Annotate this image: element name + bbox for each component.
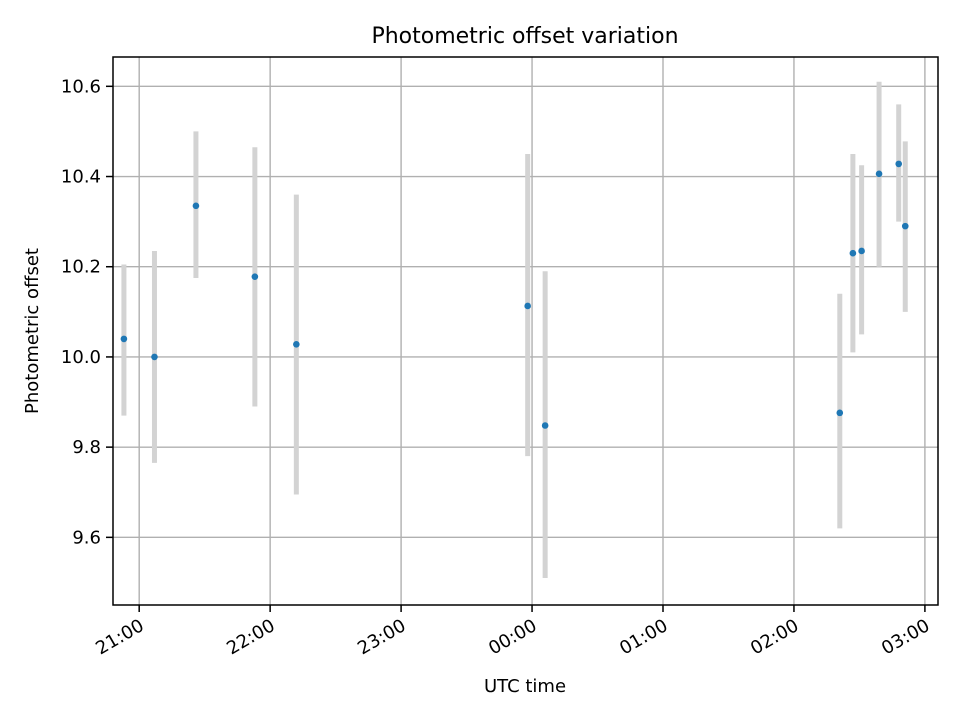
- plot-frame: [112, 56, 939, 606]
- data-point: [524, 302, 531, 310]
- data-point: [151, 353, 158, 361]
- y-tick-label: 10.0: [61, 347, 101, 368]
- y-tick-label: 10.6: [61, 76, 101, 97]
- data-point: [875, 170, 883, 178]
- data-point: [251, 273, 259, 280]
- data-point: [836, 409, 844, 417]
- y-tick-label: 10.4: [61, 167, 101, 188]
- x-axis-label: UTC time: [484, 676, 566, 697]
- data-point: [858, 247, 865, 255]
- data-point: [901, 222, 909, 230]
- y-tick-label: 9.8: [72, 437, 101, 458]
- data-point: [120, 335, 128, 343]
- data-point: [849, 249, 857, 257]
- data-points: [120, 160, 909, 429]
- data-point: [192, 202, 200, 210]
- chart-title: Photometric offset variation: [371, 24, 678, 49]
- data-point: [293, 341, 300, 348]
- y-tick-label: 10.2: [61, 257, 101, 278]
- data-point: [895, 160, 903, 168]
- data-point: [541, 422, 549, 429]
- y-tick-label: 9.6: [72, 527, 101, 548]
- y-axis-label: Photometric offset: [22, 248, 43, 414]
